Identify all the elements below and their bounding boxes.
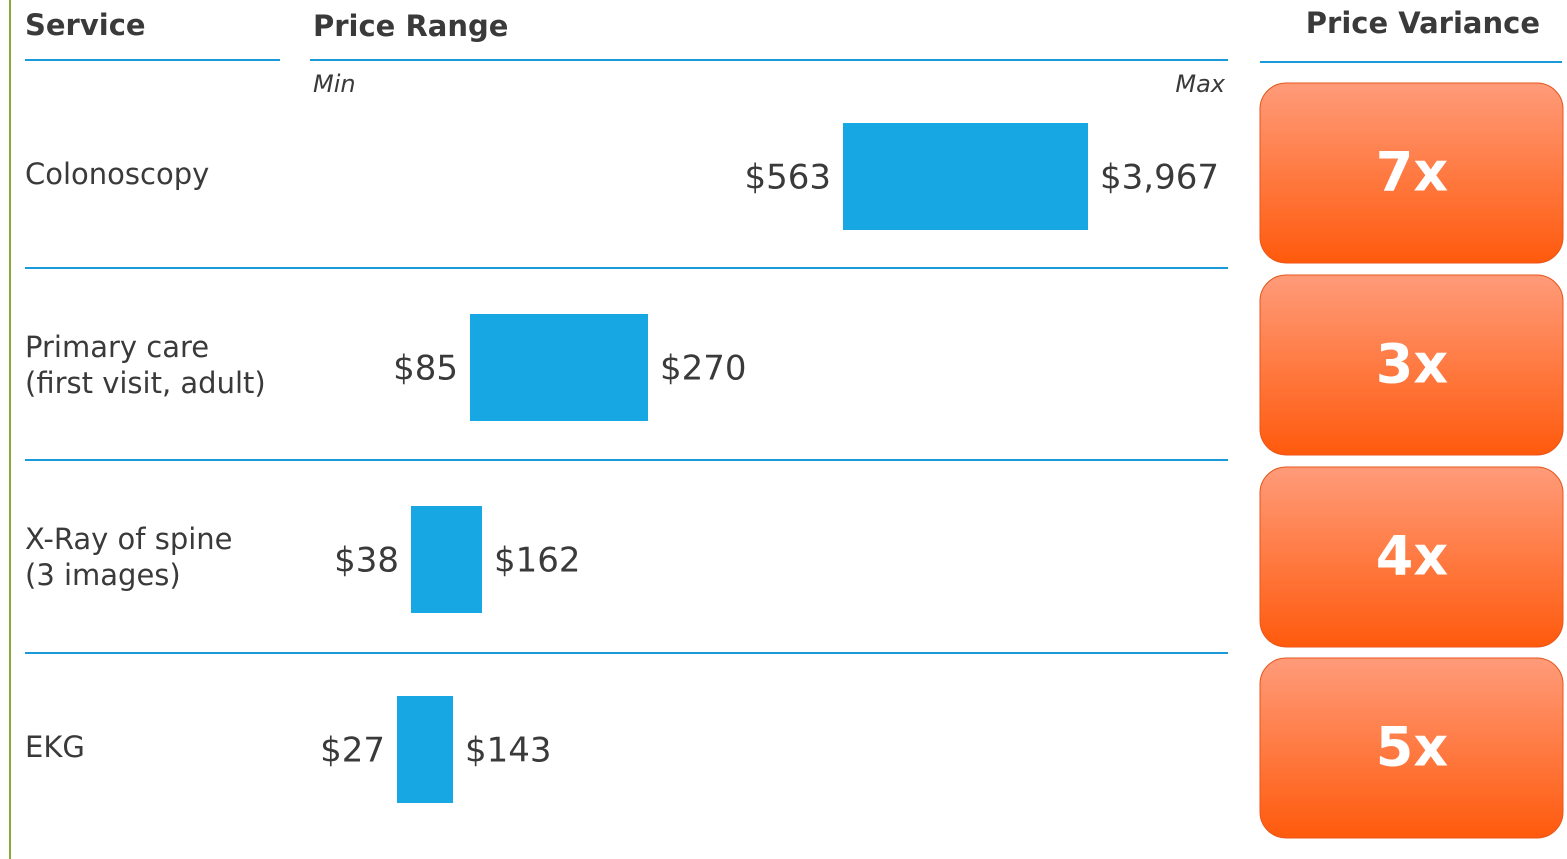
- price-range-header: Price Range: [313, 9, 508, 43]
- min-price: $563: [744, 158, 831, 198]
- price-bar: [411, 506, 482, 613]
- price-bar: [397, 696, 453, 803]
- price-variance-header: Price Variance: [1306, 6, 1540, 40]
- max-price: $270: [660, 349, 747, 389]
- max-price: $3,967: [1100, 158, 1219, 198]
- max-price: $162: [494, 541, 581, 581]
- variance-box: [1259, 657, 1564, 839]
- variance-value: 3x: [1376, 333, 1449, 396]
- min-price: $27: [320, 731, 385, 771]
- variance-box: [1259, 82, 1564, 264]
- service-name: X-Ray of spine: [25, 522, 233, 556]
- service-name: Primary care: [25, 330, 209, 364]
- min-price: $38: [334, 541, 399, 581]
- service-header: Service: [25, 8, 146, 42]
- min-price: $85: [393, 349, 458, 389]
- service-name: EKG: [25, 730, 85, 764]
- variance-box: [1259, 466, 1564, 648]
- min-label: Min: [313, 70, 356, 98]
- max-price: $143: [465, 731, 552, 771]
- variance-value: 5x: [1376, 716, 1449, 779]
- service-name: (first visit, adult): [25, 366, 266, 400]
- price-bar: [470, 314, 648, 421]
- variance-box: [1259, 274, 1564, 456]
- variance-value: 4x: [1376, 525, 1449, 588]
- max-label: Max: [1175, 70, 1225, 98]
- service-name: (3 images): [25, 558, 181, 592]
- rows: Colonoscopy $563 $3,967 7x Primary care(firs…: [25, 82, 1564, 839]
- price-bar: [843, 123, 1088, 230]
- service-name: Colonoscopy: [25, 157, 209, 191]
- variance-value: 7x: [1376, 141, 1449, 204]
